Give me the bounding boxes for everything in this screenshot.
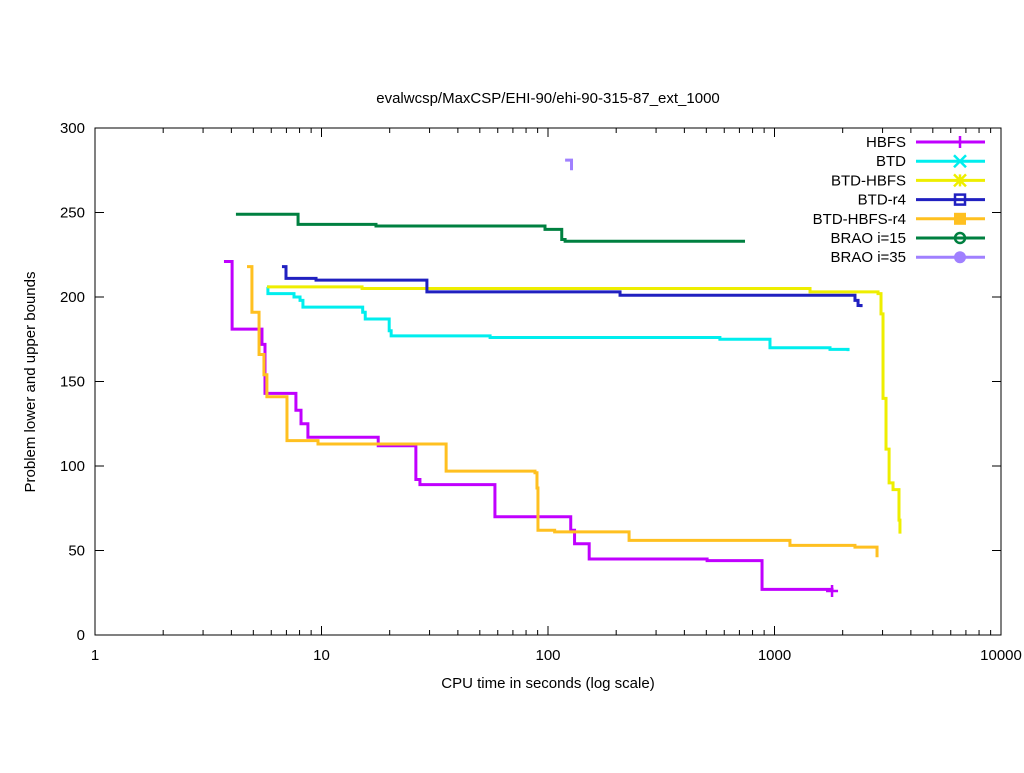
legend-marker	[953, 154, 967, 169]
y-tick-label: 200	[60, 289, 85, 306]
legend-label: BTD-HBFS	[831, 172, 906, 189]
y-axis-label: Problem lower and upper bounds	[22, 272, 39, 493]
legend-label: BTD-HBFS-r4	[813, 211, 906, 228]
data-point-marker	[826, 585, 839, 598]
series-line	[281, 265, 863, 308]
series-line	[267, 285, 902, 534]
x-tick-label: 10000	[980, 647, 1022, 664]
x-tick-label: 100	[535, 647, 560, 664]
series-group	[223, 158, 902, 598]
y-tick-label: 250	[60, 205, 85, 222]
legend-marker	[954, 212, 966, 225]
series-line	[565, 158, 574, 171]
x-tick-label: 1000	[758, 647, 791, 664]
chart-title: evalwcsp/MaxCSP/EHI-90/ehi-90-315-87_ext…	[376, 90, 720, 107]
series-btd-hbfs	[267, 285, 902, 534]
legend: HBFS BTD BTD-HBFS BTD-r4 BTD-HBFS-r4 BRAO i=1…	[813, 134, 985, 266]
legend-label: HBFS	[866, 134, 906, 151]
x-tick-label: 1	[91, 647, 99, 664]
y-tick-label: 150	[60, 374, 85, 391]
series-btd-hbfs-r4	[247, 265, 879, 558]
y-tick-label: 300	[60, 120, 85, 137]
legend-label: BRAO i=35	[831, 249, 906, 266]
series-line	[235, 212, 746, 243]
series-line	[247, 265, 879, 558]
series-brao-i-35	[565, 158, 574, 171]
series-brao-i-15	[235, 212, 746, 243]
y-tick-label: 50	[68, 543, 85, 560]
legend-marker	[954, 136, 966, 148]
legend-marker	[954, 251, 966, 264]
x-axis-label: CPU time in seconds (log scale)	[441, 675, 654, 692]
y-tick-label: 100	[60, 458, 85, 475]
axis-ticks: 1 10 100 1000 10000 0 50 100 150 200 250 300	[60, 120, 1022, 664]
series-line	[266, 285, 850, 352]
series-btd	[266, 285, 850, 352]
legend-label: BRAO i=15	[831, 230, 906, 247]
legend-marker	[953, 193, 967, 206]
legend-label: BTD	[876, 153, 906, 170]
y-tick-label: 0	[77, 627, 85, 644]
legend-marker	[953, 231, 967, 245]
x-tick-label: 10	[313, 647, 330, 664]
series-hbfs	[223, 260, 839, 598]
legend-marker	[953, 173, 967, 188]
series-btd-r4	[281, 265, 863, 308]
plot-frame	[94, 127, 1002, 636]
legend-label: BTD-r4	[858, 192, 906, 209]
